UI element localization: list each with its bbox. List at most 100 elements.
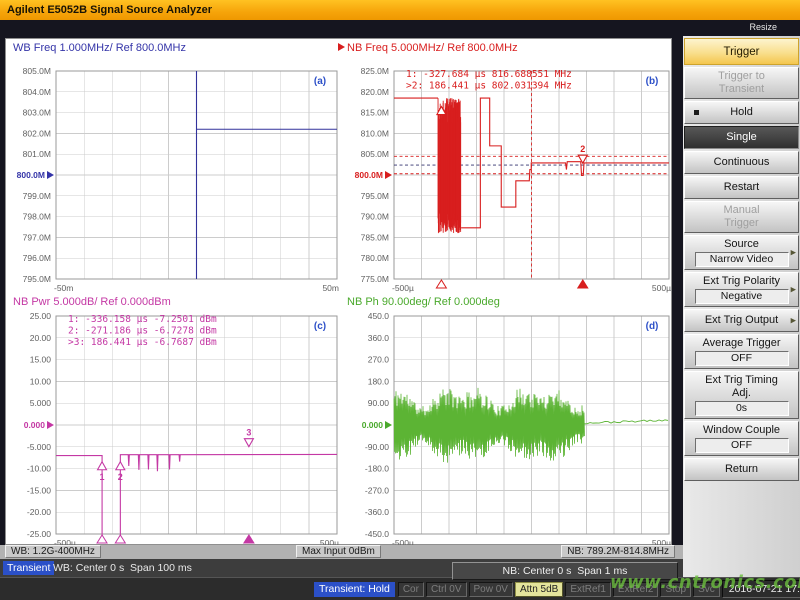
marker-1[interactable]: 1 [96, 460, 108, 482]
window-title: Agilent E5052B Signal Source Analyzer [7, 4, 212, 16]
softkey-ext-trig-polarity[interactable]: Ext Trig Polarity Negative ▶ [684, 272, 799, 307]
svg-text:3: 3 [246, 428, 251, 438]
softkey-source[interactable]: Source Narrow Video ▶ [684, 235, 799, 270]
y-tick-label: 780.0M [361, 253, 389, 263]
softkey-value-ext-trig-polarity: Negative [694, 289, 789, 304]
y-tick-label: 825.0M [361, 66, 389, 76]
y-tick-label: -5.000 [27, 442, 51, 452]
indicator-ctrl-0v: Ctrl 0V [425, 581, 467, 597]
y-tick-label: 795.0M [361, 191, 389, 201]
marker-1[interactable]: 1 [435, 105, 447, 127]
marker-readout-line: 2: -271.186 µs -6.7278 dBm [68, 326, 217, 337]
softkey-hold[interactable]: Hold [684, 101, 799, 124]
ref-level-arrow-icon [47, 171, 54, 179]
softkey-menu: Trigger Trigger to Transient Hold Single Con… [683, 36, 800, 577]
nb-sweep-label: NB: Center 0 s Span 1 ms [452, 562, 678, 580]
ref-level-arrow-icon [47, 421, 54, 429]
corner-label-a: (a) [314, 76, 326, 87]
marker-3[interactable]: 3 [243, 428, 255, 448]
y-tick-label: 450.0 [368, 311, 390, 321]
axis-marker[interactable] [435, 279, 448, 289]
marker-2[interactable]: 2 [114, 460, 126, 482]
indicator-pow-0v: Pow 0V [468, 581, 513, 597]
y-tick-label: 799.0M [23, 191, 51, 201]
softkey-window-couple[interactable]: Window Couple OFF [684, 421, 799, 456]
y-tick-label: -15.00 [27, 485, 51, 495]
chart-title-c: NB Pwr 5.000dB/ Ref 0.000dBm [13, 296, 171, 308]
chart-title-a: WB Freq 1.000MHz/ Ref 800.0MHz [13, 42, 186, 54]
x-tick-end: 500µ [320, 538, 339, 546]
axis-marker[interactable] [114, 534, 127, 544]
x-tick-end: 500µ [652, 283, 671, 293]
indicator-stop: Stop [660, 581, 692, 597]
active-trace-arrow-icon [338, 43, 345, 51]
corner-label-b: (b) [646, 76, 659, 87]
corner-label-d: (d) [646, 321, 659, 332]
softkey-value-average-trigger: OFF [694, 351, 789, 366]
phase-settled-trace [584, 419, 669, 425]
y-tick-label: -360.0 [365, 507, 389, 517]
chart-d: 450.0 360.0 270.0 180.0 90.00 0.000 -90.00 -180… [347, 296, 671, 546]
menu-header: Trigger [684, 38, 799, 65]
softkey-return[interactable]: Return [684, 458, 799, 481]
y-tick-label: 360.0 [368, 333, 390, 343]
system-status-bar: Transient: Hold Cor Ctrl 0V Pow 0V Attn 5dB… [0, 577, 800, 600]
trace-nb-pwr-post [119, 453, 338, 537]
axis-marker[interactable] [576, 279, 589, 289]
y-tick-label: -10.00 [27, 464, 51, 474]
wb-sweep-label: WB: Center 0 s Span 100 ms [53, 562, 192, 574]
x-tick-end: 500µ [652, 538, 671, 546]
y-tick-label: 820.0M [361, 87, 389, 97]
ref-level-label: 800.0M [17, 170, 45, 180]
y-tick-label: 796.0M [23, 253, 51, 263]
datetime-display: 2016-07-21 17:37 [721, 580, 800, 598]
y-tick-label: -25.00 [27, 529, 51, 539]
softkey-continuous[interactable]: Continuous [684, 151, 799, 174]
indicator-svc: Svc [693, 581, 720, 597]
resize-button[interactable]: Resize [749, 22, 777, 32]
y-tick-label: 25.00 [30, 311, 52, 321]
x-tick-start: -500µ [392, 538, 414, 546]
ref-level-arrow-icon [385, 171, 392, 179]
softkey-restart[interactable]: Restart [684, 176, 799, 199]
softkey-trigger-to-transient: Trigger to Transient [684, 67, 799, 99]
marker-readout-line: 1: -336.158 µs -7.2501 dBm [68, 314, 217, 325]
y-tick-label: 801.0M [23, 149, 51, 159]
axis-marker[interactable] [242, 534, 255, 544]
submenu-arrow-icon: ▶ [790, 249, 796, 256]
y-tick-label: 775.0M [361, 274, 389, 284]
charts-svg: 805.0M 804.0M 803.0M 802.0M 801.0M 800.0M 799.… [13, 42, 671, 546]
marker-readout-line: >3: 186.441 µs -6.7687 dBm [68, 337, 217, 348]
y-tick-label: 785.0M [361, 232, 389, 242]
y-tick-label: 20.00 [30, 333, 52, 343]
chart-panel: 805.0M 804.0M 803.0M 802.0M 801.0M 800.0M 799.… [5, 38, 672, 546]
svg-text:1: 1 [100, 472, 105, 482]
y-tick-label: 15.00 [30, 355, 52, 365]
marker-2[interactable]: 2 [577, 144, 589, 165]
chart-a: 805.0M 804.0M 803.0M 802.0M 801.0M 800.0M 799.… [13, 42, 339, 293]
softkey-average-trigger[interactable]: Average Trigger OFF [684, 334, 799, 369]
indicator-attn-5db: Attn 5dB [514, 581, 564, 597]
wb-range-badge: WB: 1.2G-400MHz [5, 545, 101, 558]
svg-text:1: 1 [439, 117, 444, 127]
chart-title-b: NB Freq 5.000MHz/ Ref 800.0MHz [347, 42, 518, 54]
softkey-single[interactable]: Single [684, 126, 799, 149]
submenu-arrow-icon: ▶ [790, 317, 796, 324]
max-input-badge: Max Input 0dBm [296, 545, 381, 558]
selected-state-bullet [694, 109, 699, 115]
y-tick-label: 805.0M [361, 149, 389, 159]
axis-marker[interactable] [96, 534, 108, 544]
indicator-extref2: ExtRef2 [612, 581, 659, 597]
indicator-group: Cor Ctrl 0V Pow 0V Attn 5dB ExtRef1 ExtRef2 St… [397, 581, 722, 597]
softkey-ext-trig-output[interactable]: Ext Trig Output ▶ [684, 309, 799, 332]
y-tick-label: -450.0 [365, 529, 389, 539]
x-tick-start: -500µ [392, 283, 414, 293]
softkey-ext-trig-timing-adj[interactable]: Ext Trig Timing Adj. 0s [684, 371, 799, 419]
window-titlebar[interactable]: Agilent E5052B Signal Source Analyzer [0, 0, 800, 20]
chart-title-d: NB Ph 90.00deg/ Ref 0.000deg [347, 296, 500, 308]
mode-badge: Transient [3, 561, 55, 575]
y-tick-label: 805.0M [23, 66, 51, 76]
y-tick-label: 180.0 [368, 376, 390, 386]
submenu-arrow-icon: ▶ [790, 286, 796, 293]
y-tick-label: 798.0M [23, 212, 51, 222]
